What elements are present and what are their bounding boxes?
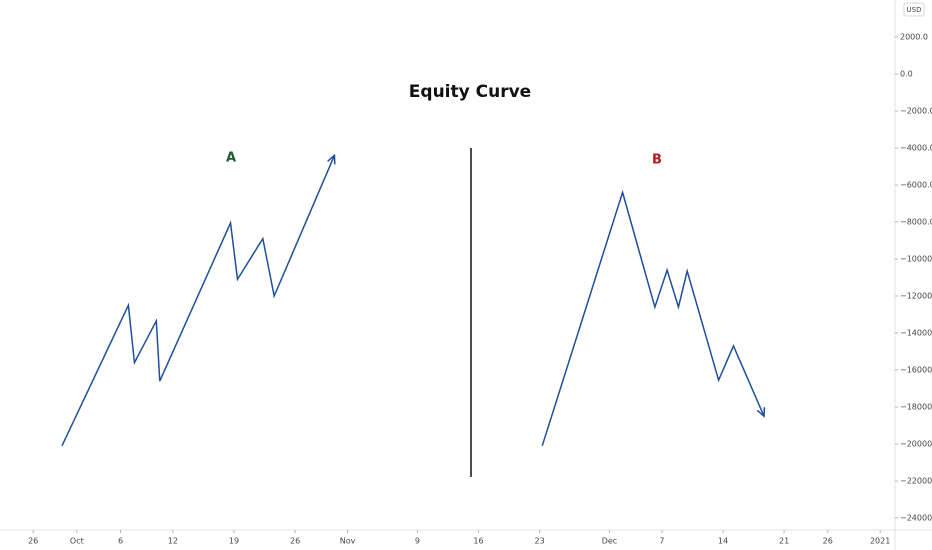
y-tick-label: −24000.0 xyxy=(900,513,932,522)
x-tick-label: 16 xyxy=(473,537,483,546)
y-tick-label: −8000.0 xyxy=(900,217,932,226)
chart-title: Equity Curve xyxy=(409,82,531,102)
x-tick-label: 7 xyxy=(659,537,664,546)
x-tick-label: 14 xyxy=(718,537,728,546)
x-tick-label: 12 xyxy=(168,537,178,546)
x-tick-label: 26 xyxy=(823,537,833,546)
x-tick-label: 26 xyxy=(28,537,38,546)
x-tick-label: 19 xyxy=(229,537,239,546)
arrow-head xyxy=(756,407,766,418)
x-tick-label: 21 xyxy=(779,537,789,546)
y-tick-label: −16000.0 xyxy=(900,365,932,374)
y-tick-label: −2000.0 xyxy=(900,106,932,115)
y-tick-label: −22000.0 xyxy=(900,476,932,485)
x-tick-label: 9 xyxy=(415,537,420,546)
y-tick-label: 2000.0 xyxy=(900,32,928,41)
y-tick-label: −18000.0 xyxy=(900,402,932,411)
x-tick-label: 2021 xyxy=(870,537,890,546)
x-tick-label: Dec xyxy=(602,537,617,546)
y-tick-label: −4000.0 xyxy=(900,143,932,152)
x-tick-label: Oct xyxy=(70,537,84,546)
x-tick-label: Nov xyxy=(340,537,356,546)
y-tick-label: −10000.0 xyxy=(900,254,932,263)
x-tick-label: 26 xyxy=(290,537,300,546)
y-tick-label: −6000.0 xyxy=(900,180,932,189)
annotation: B xyxy=(652,153,662,168)
arrow-head xyxy=(327,153,336,165)
currency-box[interactable] xyxy=(903,2,925,17)
x-tick-label: 23 xyxy=(535,537,545,546)
equity-line xyxy=(61,155,336,447)
y-tick-label: −14000.0 xyxy=(900,328,932,337)
annotation: A xyxy=(226,151,236,166)
equity-line xyxy=(541,189,765,447)
currency-label[interactable]: USD xyxy=(907,6,922,14)
x-tick-label: 6 xyxy=(118,537,123,546)
y-tick-label: −12000.0 xyxy=(900,291,932,300)
y-tick-label: −20000.0 xyxy=(900,439,932,448)
y-tick-label: 0.0 xyxy=(900,69,913,78)
